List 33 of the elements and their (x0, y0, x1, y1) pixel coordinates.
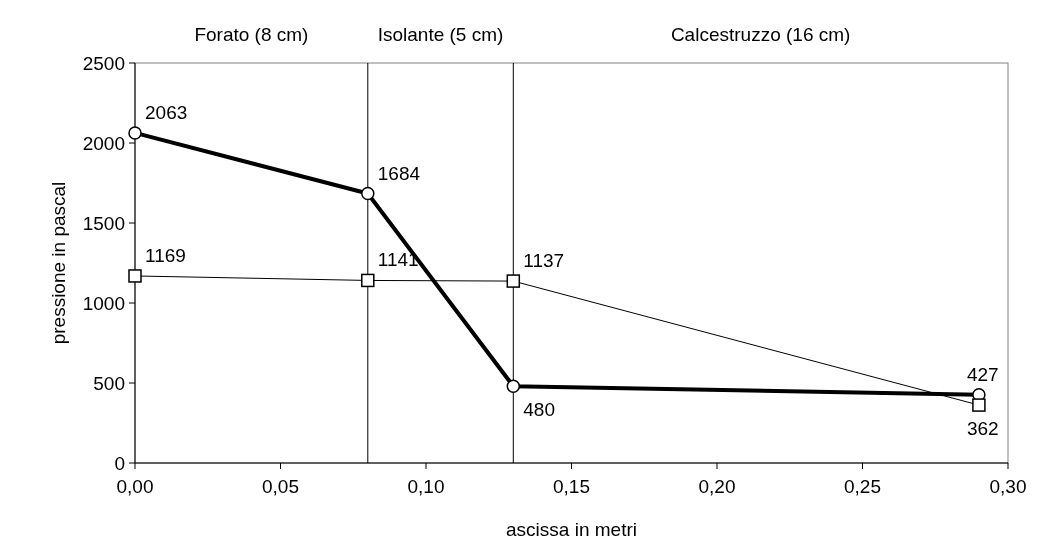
text: Forato (8 cm) (194, 24, 309, 45)
x-tick-label: 0,00 (116, 476, 154, 497)
data-label: 480 (523, 399, 555, 421)
data-label: 427 (966, 363, 999, 385)
data-label: 1141 (377, 249, 419, 271)
text: Calcestruzzo (16 cm) (670, 24, 851, 45)
data-label: 1684 (377, 162, 421, 184)
data-label: 2063 (145, 101, 188, 123)
point (361, 186, 375, 201)
x-tick-label: 0,25 (844, 476, 881, 497)
data-label: 1169 (145, 244, 186, 266)
y-tick-label: 1000 (82, 292, 125, 314)
point (361, 273, 375, 288)
y-tick-label: 500 (93, 372, 125, 394)
point (506, 274, 521, 288)
data-label: 362 (966, 418, 999, 440)
point (506, 379, 521, 393)
point (972, 398, 986, 412)
x-tick-label: 0,05 (262, 476, 299, 497)
point (128, 126, 142, 140)
data-label: 1137 (523, 250, 565, 272)
text: Isolante (5 cm) (377, 24, 504, 45)
point (128, 269, 142, 283)
x-tick-label: 0,15 (553, 476, 590, 497)
x-tick-label: 0,30 (989, 476, 1027, 497)
y-tick-label: 1500 (82, 212, 125, 234)
x-axis-title: ascissa in metri (506, 519, 637, 540)
y-axis-title: pressione in pascal (48, 181, 69, 345)
y-tick-label: 2500 (82, 52, 125, 74)
x-tick-label: 0,20 (698, 476, 736, 497)
y-tick-label: 0 (114, 452, 125, 474)
y-tick-label: 2000 (82, 132, 125, 154)
x-tick-label: 0,10 (407, 476, 445, 497)
